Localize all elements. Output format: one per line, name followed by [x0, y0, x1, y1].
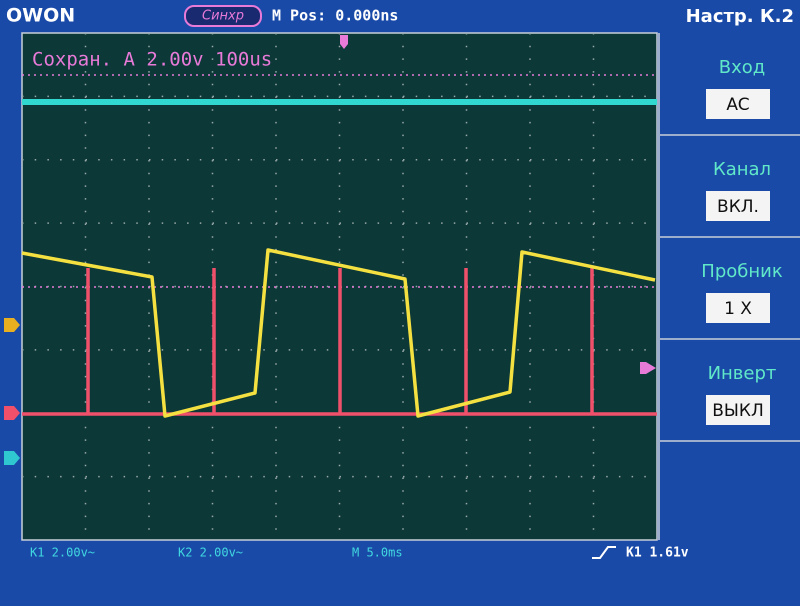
- screen-info: Сохран. A 2.00v 100us: [32, 49, 272, 71]
- channel-1-trace: [22, 268, 657, 416]
- channel-2-trace: [21, 248, 656, 418]
- menu-value: ВЫКЛ: [712, 401, 764, 421]
- reference-marker: [4, 451, 20, 465]
- channel-1-scale: K1 2.00v~: [30, 546, 95, 560]
- channel-1-marker: [4, 406, 20, 420]
- menu-item[interactable]: Канал ВКЛ.: [660, 159, 800, 238]
- menu-label: Вход: [719, 57, 765, 78]
- trigger-status: Синхр: [202, 9, 244, 24]
- trigger-edge-icon: [592, 546, 616, 559]
- trigger-status-badge: [184, 5, 262, 27]
- position: M Pos: 0.000ns: [272, 7, 398, 25]
- menu: Вход AC Канал ВКЛ. Пробник 1 X Инверт ВЫКЛ: [658, 33, 800, 540]
- menu-value-box: [706, 293, 770, 323]
- menu-value-box: [706, 89, 770, 119]
- menu-label: Пробник: [701, 261, 783, 282]
- menu-item[interactable]: Пробник 1 X: [660, 261, 800, 340]
- menu-label: Канал: [713, 159, 771, 180]
- menu-value: 1 X: [724, 299, 752, 319]
- timebase: M 5.0ms: [352, 546, 403, 560]
- channel-2-marker: [4, 318, 20, 332]
- menu-label: Инверт: [708, 363, 777, 384]
- menu-title: Настр. К.2: [686, 6, 794, 27]
- brand: OWON: [6, 5, 75, 27]
- trigger-level-marker: [640, 362, 656, 374]
- channel-2-scale: K2 2.00v~: [178, 546, 243, 560]
- menu-value: ВКЛ.: [717, 197, 759, 217]
- menu-item[interactable]: Вход AC: [660, 57, 800, 136]
- menu-item[interactable]: Инверт ВЫКЛ: [660, 363, 800, 442]
- trigger-position-marker: [340, 35, 348, 49]
- menu-value: AC: [726, 95, 749, 115]
- menu-value-box: [706, 395, 770, 425]
- menu-value-box: [706, 191, 770, 221]
- trigger-level: K1 1.61v: [626, 546, 689, 561]
